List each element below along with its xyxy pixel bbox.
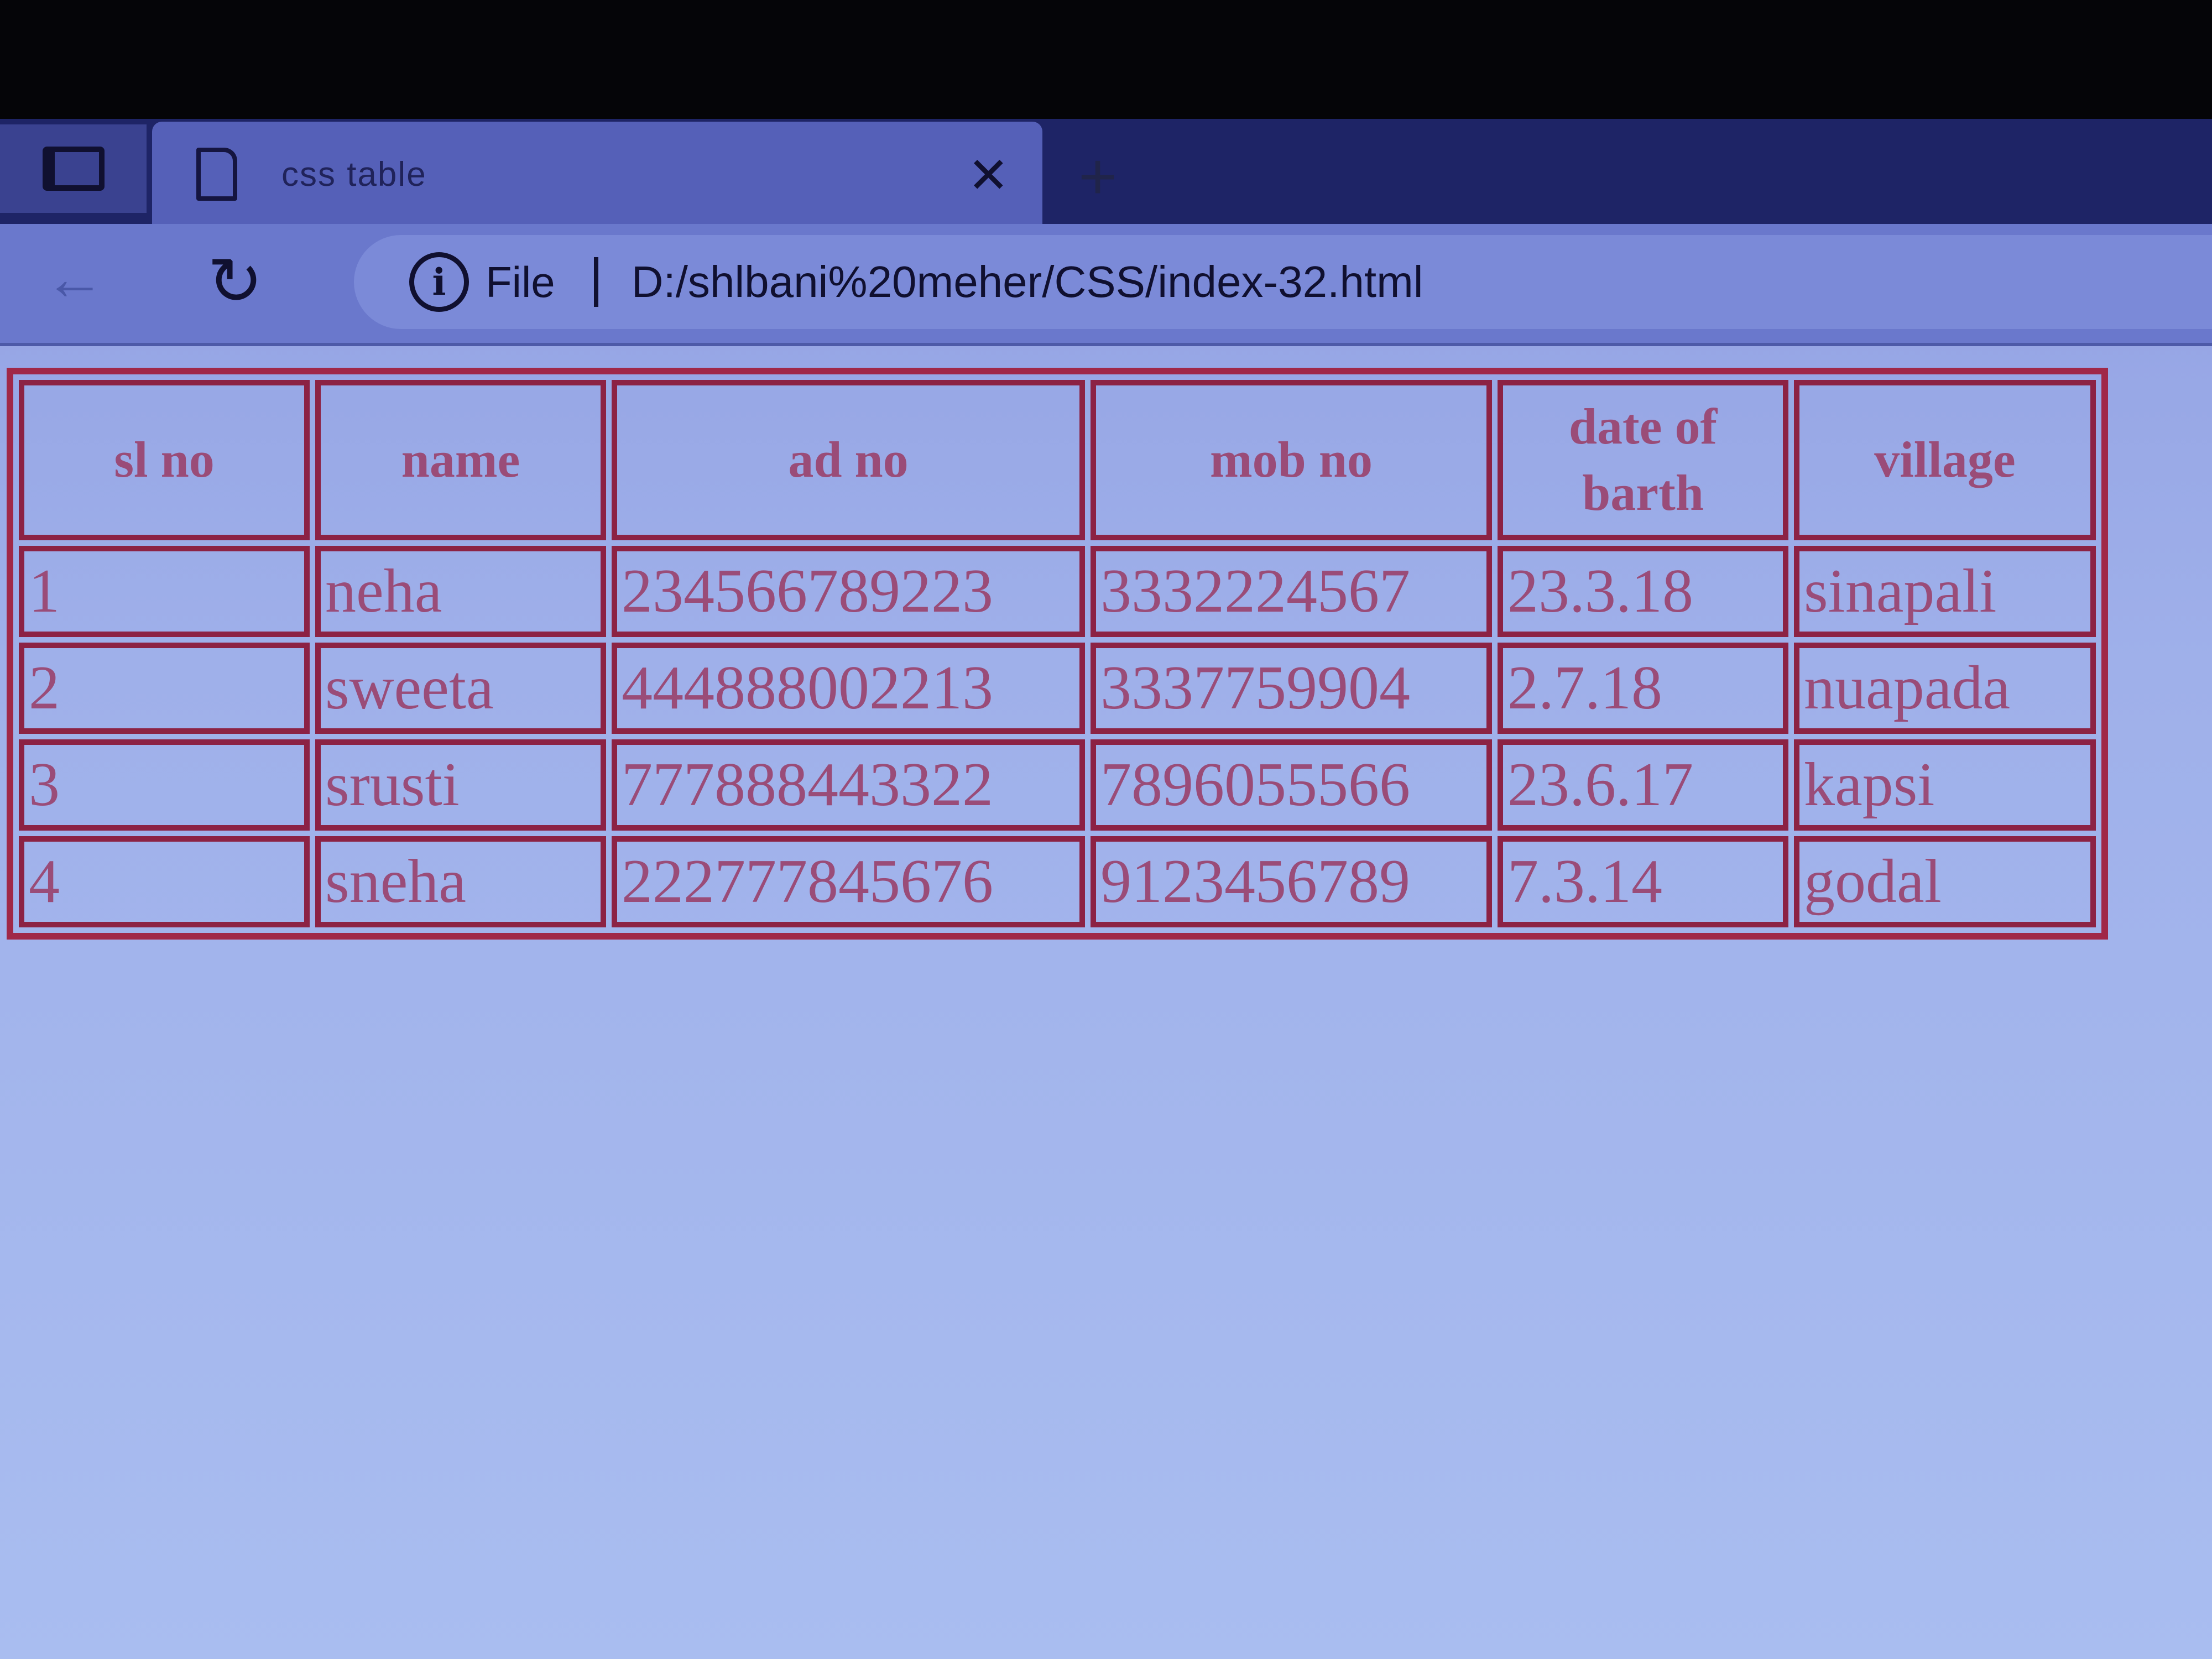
reload-button[interactable]: ↻ — [207, 244, 263, 319]
cell-mob-no: 9123456789 — [1091, 836, 1492, 927]
tab-title: css table — [281, 155, 427, 194]
cell-village: sinapali — [1794, 546, 2096, 637]
cell-ad-no: 234566789223 — [612, 546, 1085, 637]
header-date-of-birth: date of barth — [1498, 380, 1788, 540]
table-row: 1 neha 234566789223 3332224567 23.3.18 s… — [19, 546, 2096, 637]
address-divider — [593, 257, 598, 307]
tab-css-table[interactable]: css table ✕ — [152, 122, 1042, 227]
header-mob-no: mob no — [1091, 380, 1492, 540]
cell-date: 2.7.18 — [1498, 643, 1788, 734]
header-village: village — [1794, 380, 2096, 540]
cell-name: srusti — [315, 739, 606, 831]
new-tab-button[interactable]: + — [1078, 139, 1118, 213]
header-ad-no: ad no — [612, 380, 1085, 540]
header-name: name — [315, 380, 606, 540]
sidebar-icon — [42, 147, 105, 191]
table-row: 4 sneha 222777845676 9123456789 7.3.14 g… — [19, 836, 2096, 927]
table-row: 3 srusti 777888443322 7896055566 23.6.17… — [19, 739, 2096, 831]
close-tab-icon[interactable]: ✕ — [967, 148, 1009, 204]
url-text[interactable]: D:/shlbani%20meher/CSS/index-32.html — [631, 257, 1423, 306]
data-table: sl no name ad no mob no date of barth vi… — [7, 368, 2108, 940]
document-icon — [196, 148, 237, 201]
cell-mob-no: 7896055566 — [1091, 739, 1492, 831]
cell-mob-no: 3332224567 — [1091, 546, 1492, 637]
cell-ad-no: 444888002213 — [612, 643, 1085, 734]
cell-name: sneha — [315, 836, 606, 927]
cell-village: godal — [1794, 836, 2096, 927]
info-icon[interactable]: i — [409, 252, 469, 312]
cell-sl-no: 2 — [19, 643, 310, 734]
header-sl-no: sl no — [19, 380, 310, 540]
screen-bezel — [0, 0, 2212, 122]
table-header-row: sl no name ad no mob no date of barth vi… — [19, 380, 2096, 540]
cell-mob-no: 3337759904 — [1091, 643, 1492, 734]
address-bar[interactable]: i File D:/shlbani%20meher/CSS/index-32.h… — [354, 235, 2212, 329]
cell-date: 23.6.17 — [1498, 739, 1788, 831]
table-row: 2 sweeta 444888002213 3337759904 2.7.18 … — [19, 643, 2096, 734]
cell-name: sweeta — [315, 643, 606, 734]
cell-village: kapsi — [1794, 739, 2096, 831]
cell-name: neha — [315, 546, 606, 637]
cell-sl-no: 1 — [19, 546, 310, 637]
cell-ad-no: 777888443322 — [612, 739, 1085, 831]
cell-date: 7.3.14 — [1498, 836, 1788, 927]
address-scheme-label: File — [486, 257, 555, 306]
sidebar-toggle-button[interactable] — [0, 124, 147, 213]
cell-date: 23.3.18 — [1498, 546, 1788, 637]
cell-ad-no: 222777845676 — [612, 836, 1085, 927]
toolbar-divider — [0, 343, 2212, 346]
back-button[interactable]: ← — [44, 244, 105, 312]
cell-village: nuapada — [1794, 643, 2096, 734]
cell-sl-no: 3 — [19, 739, 310, 831]
cell-sl-no: 4 — [19, 836, 310, 927]
